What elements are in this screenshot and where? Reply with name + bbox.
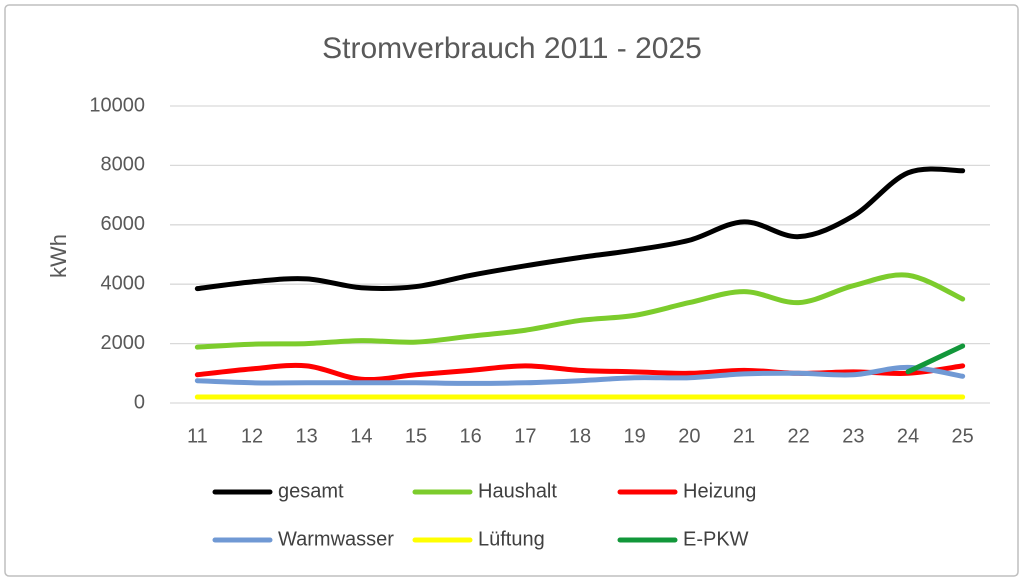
x-tick-label: 16	[460, 425, 482, 447]
chart-title: Stromverbrauch 2011 - 2025	[322, 32, 702, 65]
x-tick-label: 25	[952, 425, 974, 447]
y-tick-label: 2000	[101, 332, 146, 354]
y-tick-label: 4000	[101, 272, 146, 294]
legend-label: E-PKW	[683, 528, 749, 550]
y-tick-label: 8000	[101, 154, 146, 176]
legend-label: Warmwasser	[278, 528, 394, 550]
x-tick-label: 11	[187, 425, 208, 447]
legend-label: Heizung	[683, 480, 756, 502]
series-line	[194, 364, 966, 386]
y-axis-label: kWh	[46, 234, 71, 278]
x-tick-label: 15	[405, 425, 427, 447]
x-tick-label: 13	[296, 425, 318, 447]
series-line	[194, 272, 966, 350]
x-tick-label: 17	[514, 425, 536, 447]
x-tick-label: 23	[842, 425, 864, 447]
x-tick-label: 20	[678, 425, 700, 447]
x-tick-label: 18	[569, 425, 591, 447]
x-tick-label: 14	[350, 425, 372, 447]
chart-frame	[4, 4, 1019, 577]
y-tick-label: 10000	[89, 94, 145, 116]
x-tick-label: 22	[788, 425, 810, 447]
legend-label: gesamt	[278, 480, 344, 502]
series-line	[194, 362, 966, 383]
x-tick-label: 24	[897, 425, 919, 447]
x-tick-label: 12	[241, 425, 263, 447]
y-tick-label: 0	[134, 391, 145, 413]
y-tick-label: 6000	[101, 213, 146, 235]
x-tick-label: 21	[733, 425, 755, 447]
series-line	[905, 343, 966, 375]
legend-label: Haushalt	[478, 480, 557, 502]
series-line	[194, 166, 966, 292]
x-tick-label: 19	[624, 425, 646, 447]
legend-label: Lüftung	[478, 528, 545, 550]
